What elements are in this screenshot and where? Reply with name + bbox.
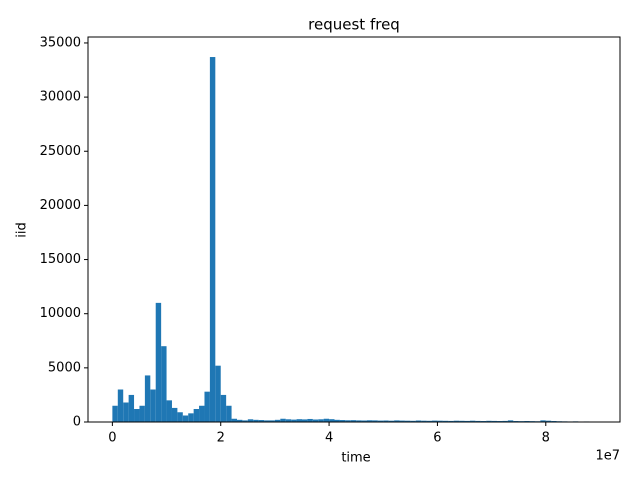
bar bbox=[221, 395, 226, 422]
bar bbox=[177, 412, 182, 422]
y-tick-label: 10000 bbox=[40, 306, 81, 321]
bar bbox=[210, 57, 215, 422]
y-tick-label: 30000 bbox=[40, 90, 81, 105]
bar bbox=[156, 303, 161, 422]
y-tick-label: 35000 bbox=[40, 35, 81, 50]
bar bbox=[194, 409, 199, 422]
bar bbox=[215, 366, 220, 422]
y-tick-label: 25000 bbox=[40, 144, 81, 159]
bar bbox=[139, 406, 144, 422]
chart-title: request freq bbox=[308, 16, 400, 34]
bar bbox=[123, 403, 128, 422]
bar bbox=[112, 406, 117, 422]
bar bbox=[150, 390, 155, 422]
bar bbox=[145, 375, 150, 422]
x-tick-label: 2 bbox=[217, 431, 225, 446]
bar bbox=[118, 390, 123, 422]
y-tick-label: 15000 bbox=[40, 252, 81, 267]
y-tick-label: 5000 bbox=[48, 360, 81, 375]
bar bbox=[129, 395, 134, 422]
bar bbox=[188, 413, 193, 422]
x-tick-label: 4 bbox=[325, 431, 333, 446]
bar bbox=[204, 392, 209, 422]
bar bbox=[167, 400, 172, 422]
bar bbox=[226, 406, 231, 422]
x-offset-label: 1e7 bbox=[595, 449, 620, 464]
x-tick-label: 0 bbox=[108, 431, 116, 446]
y-axis-label: iid bbox=[15, 222, 30, 237]
y-tick-label: 0 bbox=[73, 415, 81, 430]
bar bbox=[172, 408, 177, 422]
bar bbox=[183, 416, 188, 422]
bar bbox=[134, 409, 139, 422]
bar bbox=[199, 406, 204, 422]
x-tick-label: 6 bbox=[433, 431, 441, 446]
x-tick-label: 8 bbox=[542, 431, 550, 446]
x-axis-label: time bbox=[341, 451, 370, 466]
bar bbox=[161, 346, 166, 422]
y-tick-label: 20000 bbox=[40, 198, 81, 213]
